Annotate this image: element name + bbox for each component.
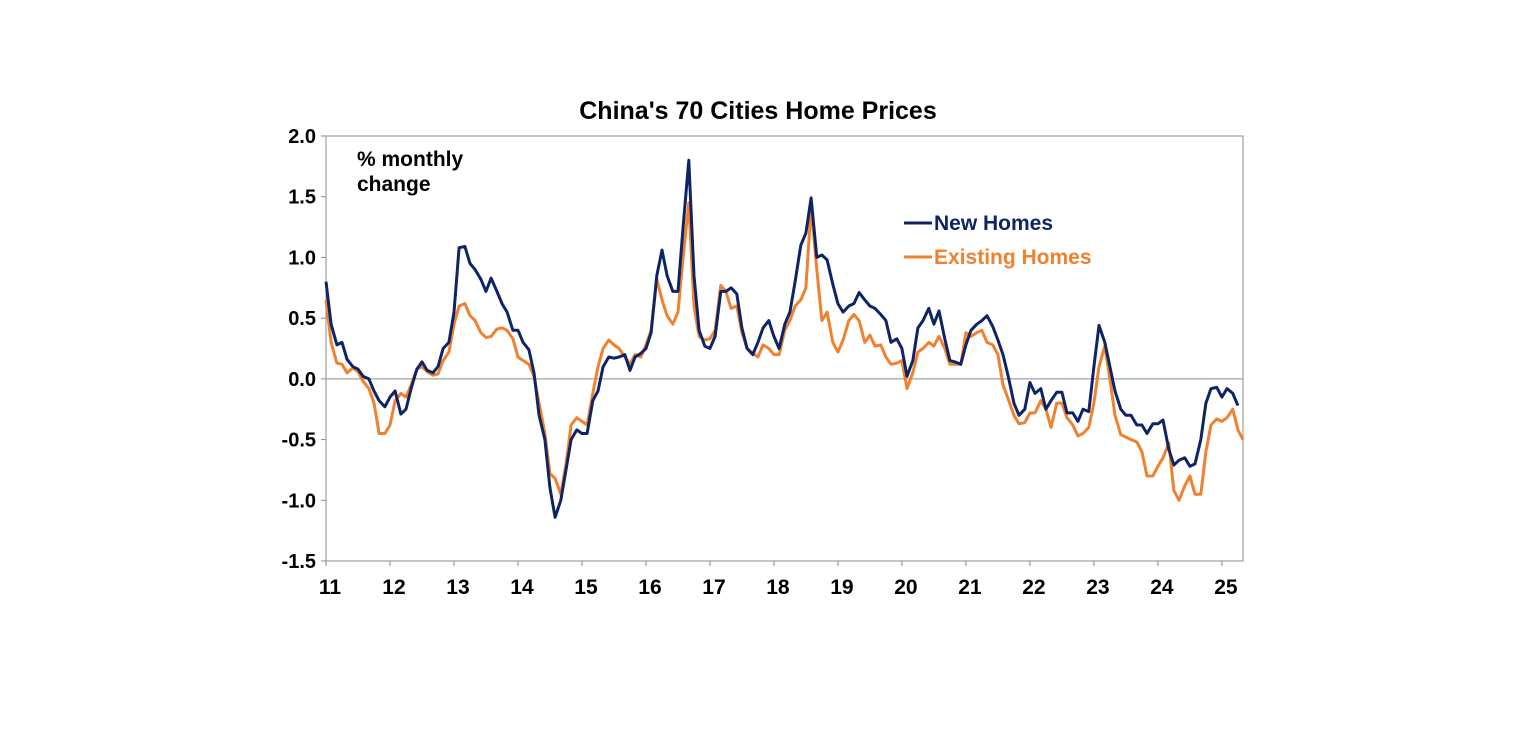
y-tick-label: 0.0 — [288, 369, 316, 391]
y-tick-label: 1.5 — [288, 187, 316, 209]
legend-label-new-homes: New Homes — [934, 212, 1053, 235]
x-tick-label: 18 — [766, 576, 790, 599]
plot-area-border — [325, 135, 1244, 562]
legend-label-existing-homes: Existing Homes — [934, 246, 1092, 269]
y-tick-label: 1.0 — [288, 247, 316, 269]
y-axis: 2.0 1.5 1.0 0.5 0.0 -0.5 -1.0 -1.5 — [282, 126, 326, 573]
x-tick-label: 15 — [574, 576, 598, 599]
legend: New Homes Existing Homes — [904, 212, 1092, 269]
y-tick-label: -1.0 — [282, 490, 316, 512]
x-tick-label: 25 — [1214, 576, 1238, 599]
y-tick-label: 2.0 — [288, 126, 316, 148]
annotation-line-1: % monthly — [357, 148, 463, 171]
x-tick-label: 24 — [1150, 576, 1174, 599]
x-tick-label: 23 — [1086, 576, 1109, 599]
x-tick-label: 22 — [1022, 576, 1045, 599]
x-tick-label: 17 — [702, 576, 725, 599]
x-tick-label: 21 — [958, 576, 982, 599]
x-tick-label: 12 — [382, 576, 405, 599]
x-tick-label: 20 — [894, 576, 917, 599]
chart-title: China's 70 Cities Home Prices — [579, 97, 936, 125]
annotation-line-2: change — [357, 173, 431, 196]
x-tick-label: 13 — [446, 576, 469, 599]
series-line-new-homes — [324, 158, 1240, 519]
y-tick-label: -1.5 — [282, 551, 316, 573]
y-tick-label: 0.5 — [288, 308, 316, 330]
y-tick-label: -0.5 — [282, 430, 316, 452]
x-tick-label: 14 — [510, 576, 534, 599]
series-group — [324, 158, 1245, 519]
x-tick-label: 16 — [638, 576, 661, 599]
x-tick-label: 11 — [319, 576, 342, 599]
x-axis: 11 12 13 14 15 16 17 18 19 20 21 22 23 24 25 — [319, 561, 1238, 599]
x-tick-label: 19 — [830, 576, 853, 599]
